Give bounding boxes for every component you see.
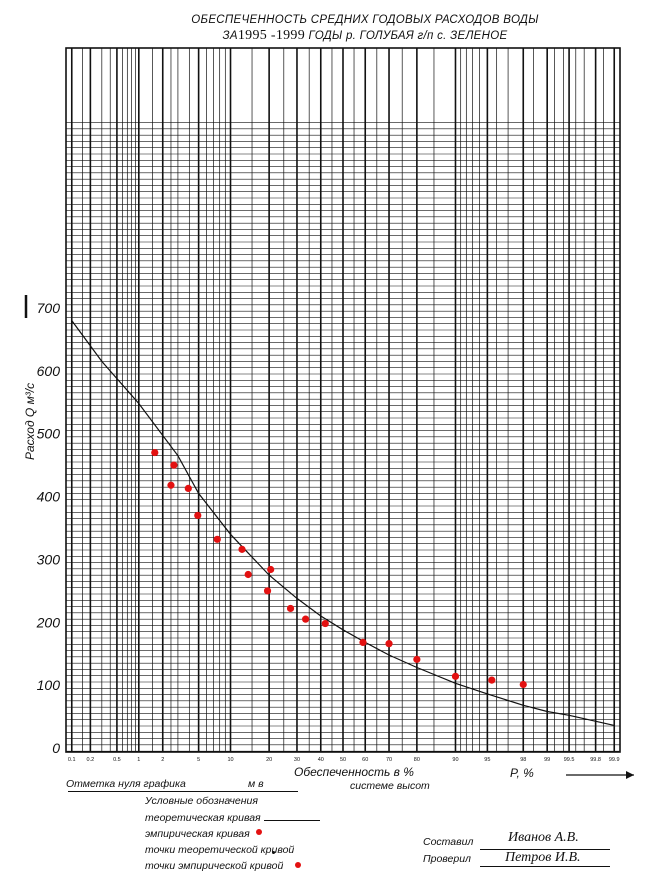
y-tick-label: 300 bbox=[37, 551, 61, 567]
x-tick-label: 70 bbox=[386, 757, 392, 763]
empirical-point bbox=[151, 448, 159, 457]
legend-line-symbol bbox=[264, 820, 320, 821]
empirical-point bbox=[238, 545, 246, 553]
empirical-point bbox=[488, 676, 496, 684]
legend-empirical-dot bbox=[256, 829, 262, 835]
checked-label: Проверил bbox=[423, 853, 471, 865]
x-tick-label: 99.5 bbox=[564, 757, 575, 763]
empirical-point bbox=[170, 461, 178, 469]
x-tick-label: 30 bbox=[294, 757, 300, 763]
compiled-underline bbox=[480, 849, 610, 850]
empirical-point bbox=[267, 565, 275, 574]
checked-underline bbox=[480, 866, 610, 867]
x-tick-label: 0.1 bbox=[68, 757, 76, 763]
title-suffix: ГОДЫ р. ГОЛУБАЯ г/п с. ЗЕЛЕНОЕ bbox=[308, 30, 508, 42]
x-tick-label: 60 bbox=[362, 757, 368, 763]
x-tick-label: 99 bbox=[544, 757, 550, 763]
x-tick-label: 99.8 bbox=[590, 757, 601, 763]
zero-mark-line bbox=[68, 791, 298, 792]
empirical-point bbox=[286, 604, 295, 613]
legend-empirical-points: точки эмпирической кривой bbox=[145, 860, 284, 872]
x-tick-label: 98 bbox=[520, 757, 526, 763]
empirical-point bbox=[301, 615, 310, 623]
checked-name: Петров И.В. bbox=[505, 850, 581, 865]
legend-empirical-curve: эмпирическая кривая bbox=[145, 828, 250, 840]
plot-frame bbox=[65, 47, 621, 753]
zero-mark-unit: м в bbox=[248, 778, 264, 790]
empirical-points bbox=[151, 448, 527, 689]
legend-theoretical-curve: теоретическая кривая bbox=[145, 812, 261, 824]
legend-theoretical-points: точки теоретической кривой bbox=[145, 844, 295, 856]
y-tick-label: 700 bbox=[37, 300, 61, 316]
y-tick-label: 0 bbox=[52, 740, 60, 756]
empirical-point bbox=[263, 587, 272, 595]
x-axis-label: Обеспеченность в % bbox=[294, 765, 414, 779]
empirical-point bbox=[244, 570, 252, 579]
y-tick-label: 500 bbox=[37, 426, 61, 442]
empirical-point bbox=[519, 680, 527, 689]
compiled-label: Составил bbox=[423, 836, 474, 848]
empirical-point bbox=[451, 672, 460, 680]
x-tick-label: 40 bbox=[318, 757, 324, 763]
x-axis-caption: P, % bbox=[510, 766, 534, 780]
zero-mark-label: Отметка нуля графика bbox=[66, 778, 186, 790]
x-tick-label: 80 bbox=[414, 757, 420, 763]
x-tick-label: 0.5 bbox=[113, 757, 121, 763]
x-tick-label: 1 bbox=[137, 757, 140, 763]
empirical-point bbox=[385, 640, 393, 648]
theoretical-curve-line bbox=[71, 320, 615, 726]
x-tick-label: 5 bbox=[197, 757, 200, 763]
chart-title-line2: ЗА1995 -1999 ГОДЫ р. ГОЛУБАЯ г/п с. ЗЕЛЕ… bbox=[150, 28, 580, 44]
chart-frame bbox=[65, 47, 621, 753]
x-axis-ticks: 0.1 0.2 0.5 1 2 5 10 20 30 40 50 60 70 80 90 95 98 99 99.5… bbox=[68, 757, 620, 763]
legend-theoretical-point-symbol bbox=[272, 851, 275, 854]
y-tick-label: 600 bbox=[37, 363, 61, 379]
x-tick-label: 2 bbox=[161, 757, 164, 763]
legend-empirical-point-symbol bbox=[295, 862, 301, 868]
y-axis-ticks: 0 100 200 300 400 500 600 700 bbox=[24, 295, 61, 756]
title-prefix: ЗА bbox=[222, 30, 238, 42]
x-axis-arrow-head bbox=[626, 771, 634, 779]
y-tick-label: 200 bbox=[36, 614, 61, 630]
y-tick-label: 400 bbox=[37, 489, 61, 505]
theoretical-curve bbox=[71, 320, 615, 726]
x-tick-label: 10 bbox=[227, 757, 233, 763]
compiled-name: Иванов А.В. bbox=[508, 830, 579, 845]
chart-title-line1: ОБЕСПЕЧЕННОСТЬ СРЕДНИХ ГОДОВЫХ РАСХОДОВ … bbox=[191, 14, 539, 26]
empirical-point bbox=[359, 638, 367, 647]
height-system-label: системе высот bbox=[350, 780, 430, 792]
empirical-point bbox=[194, 511, 202, 520]
empirical-point bbox=[413, 655, 421, 663]
x-tick-label: 20 bbox=[266, 757, 272, 763]
y-axis-label: Расход Q м³/с bbox=[23, 383, 37, 460]
x-tick-label: 90 bbox=[452, 757, 458, 763]
empirical-point bbox=[184, 484, 192, 492]
empirical-point bbox=[213, 535, 221, 543]
x-tick-label: 50 bbox=[340, 757, 346, 763]
empirical-point bbox=[321, 619, 329, 628]
axis-labels: Расход Q м³/с Обеспеченность в % P, % bbox=[23, 383, 634, 780]
x-tick-label: 0.2 bbox=[87, 757, 95, 763]
x-tick-label: 95 bbox=[484, 757, 490, 763]
legend-title: Условные обозначения bbox=[145, 795, 258, 807]
chart-grid bbox=[66, 48, 620, 752]
y-tick-label: 100 bbox=[37, 677, 61, 693]
x-tick-label: 99.9 bbox=[609, 757, 620, 763]
empirical-point bbox=[167, 481, 175, 489]
title-years: 1995 -1999 bbox=[237, 28, 306, 43]
